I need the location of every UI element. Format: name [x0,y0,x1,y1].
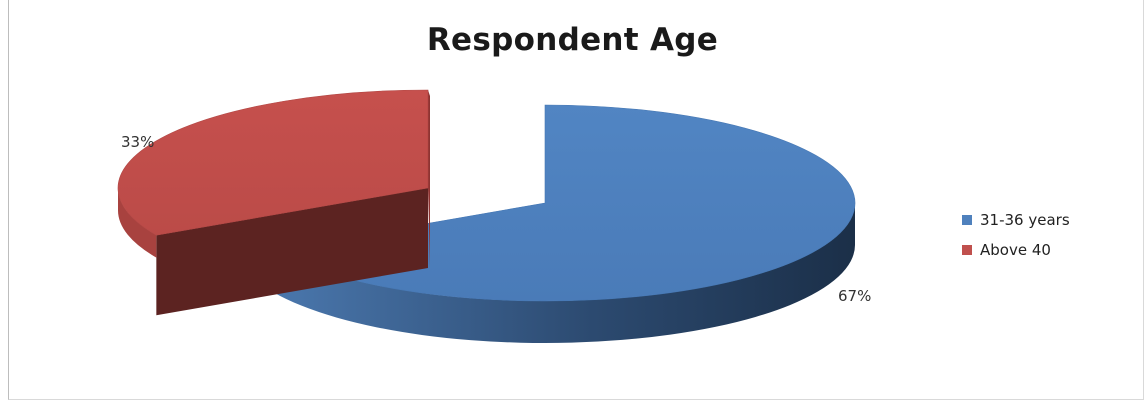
legend-item: Above 40 [962,235,1070,265]
legend-label: Above 40 [980,241,1051,259]
slice-above-40-cut-face [156,188,429,316]
chart-legend: 31-36 years Above 40 [962,205,1070,265]
slice-31-36-years-side [273,203,855,343]
legend-label: 31-36 years [980,211,1070,229]
slice-above-40-edge [428,90,430,268]
data-label-above-40: 33% [121,133,154,151]
legend-item: 31-36 years [962,205,1070,235]
legend-swatch-red [962,245,972,255]
legend-swatch-blue [962,215,972,225]
slice-above-40-side [118,188,157,258]
data-label-31-36-years: 67% [838,287,871,305]
slice-above-40 [117,89,429,236]
chart-title: Respondent Age [426,22,719,58]
